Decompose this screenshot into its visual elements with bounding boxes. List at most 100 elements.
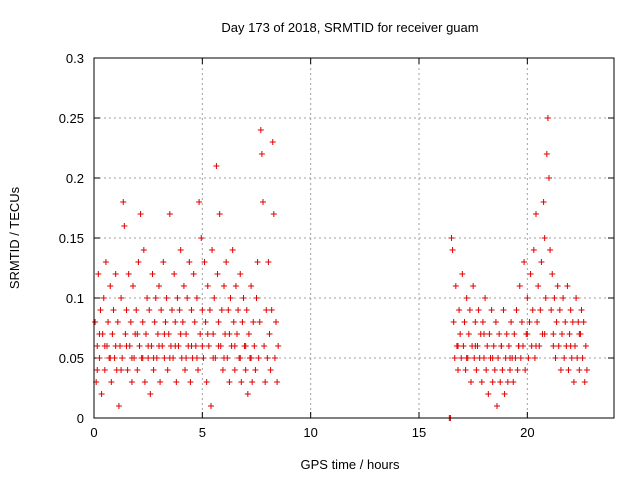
data-point xyxy=(562,319,569,325)
data-point xyxy=(541,235,548,241)
data-point xyxy=(229,247,236,253)
data-point xyxy=(145,343,152,349)
data-points xyxy=(92,115,590,421)
data-point xyxy=(269,139,276,145)
data-point xyxy=(583,367,590,373)
data-point xyxy=(215,343,222,349)
data-point xyxy=(256,319,263,325)
x-tick-label: 15 xyxy=(412,425,426,440)
data-point xyxy=(518,319,525,325)
data-point xyxy=(455,367,461,373)
data-point xyxy=(503,331,510,337)
data-point xyxy=(471,355,478,361)
data-point xyxy=(206,307,213,313)
data-point xyxy=(478,379,485,385)
x-tick-label: 10 xyxy=(303,425,317,440)
data-point xyxy=(481,331,487,337)
y-tick-label: 0.15 xyxy=(59,231,84,246)
data-point xyxy=(203,379,210,385)
data-point xyxy=(499,367,506,373)
data-point xyxy=(245,331,252,337)
data-point xyxy=(268,307,275,313)
data-point xyxy=(452,283,459,289)
data-point xyxy=(579,355,586,361)
data-point xyxy=(266,331,273,337)
data-point xyxy=(128,379,135,385)
data-point xyxy=(244,391,251,397)
data-point xyxy=(582,343,589,349)
data-point xyxy=(154,331,161,337)
data-point xyxy=(569,319,576,325)
data-point xyxy=(252,367,259,373)
data-point xyxy=(568,355,575,361)
y-tick-label: 0.05 xyxy=(59,351,84,366)
data-point xyxy=(524,295,531,301)
data-point xyxy=(188,343,195,349)
data-point xyxy=(461,319,468,325)
data-point xyxy=(448,235,455,241)
data-point xyxy=(472,343,479,349)
data-point xyxy=(555,343,562,349)
data-point xyxy=(210,355,217,361)
data-point xyxy=(580,319,587,325)
data-point xyxy=(462,367,469,373)
data-point xyxy=(149,271,156,277)
data-point xyxy=(163,295,170,301)
data-point xyxy=(201,259,208,265)
y-tick-label: 0.3 xyxy=(66,51,84,66)
data-point xyxy=(255,355,262,361)
data-point xyxy=(139,319,146,325)
y-tick-label: 0 xyxy=(77,411,84,426)
data-point xyxy=(250,319,257,325)
data-point xyxy=(162,319,169,325)
data-point xyxy=(507,367,513,373)
data-point xyxy=(470,283,477,289)
data-point xyxy=(451,355,458,361)
data-point xyxy=(546,175,552,181)
data-point xyxy=(196,199,203,205)
data-point xyxy=(146,307,153,313)
data-point xyxy=(501,391,508,397)
data-point xyxy=(191,319,198,325)
data-point xyxy=(125,271,132,277)
data-point xyxy=(231,343,238,349)
data-point xyxy=(110,307,117,313)
y-tick-label: 0.2 xyxy=(66,171,84,186)
data-point xyxy=(94,343,101,349)
data-point xyxy=(533,343,539,349)
data-point xyxy=(560,295,567,301)
data-point xyxy=(193,355,200,361)
data-point xyxy=(221,355,227,361)
data-point xyxy=(226,331,233,337)
data-point xyxy=(108,379,115,385)
data-point xyxy=(547,247,554,253)
data-point xyxy=(540,199,547,205)
data-point xyxy=(460,343,467,349)
data-point xyxy=(507,355,513,361)
x-tick-label: 5 xyxy=(199,425,206,440)
data-point xyxy=(254,259,261,265)
data-point xyxy=(242,367,249,373)
data-point xyxy=(566,331,573,337)
data-point xyxy=(489,379,496,385)
data-point xyxy=(524,331,531,337)
data-point xyxy=(484,343,491,349)
data-point xyxy=(226,379,233,385)
data-point xyxy=(463,355,470,361)
data-point xyxy=(544,115,551,121)
data-point xyxy=(188,307,195,313)
data-point xyxy=(183,331,190,337)
data-point xyxy=(515,343,522,349)
data-point xyxy=(177,331,184,337)
data-point xyxy=(213,163,220,169)
data-point xyxy=(171,271,178,277)
data-point xyxy=(512,355,519,361)
data-point xyxy=(492,319,499,325)
data-point xyxy=(543,151,550,157)
data-point xyxy=(230,319,237,325)
data-point xyxy=(177,247,184,253)
data-point xyxy=(208,403,214,409)
data-point xyxy=(223,259,230,265)
data-point xyxy=(232,283,239,289)
data-point xyxy=(475,307,482,313)
